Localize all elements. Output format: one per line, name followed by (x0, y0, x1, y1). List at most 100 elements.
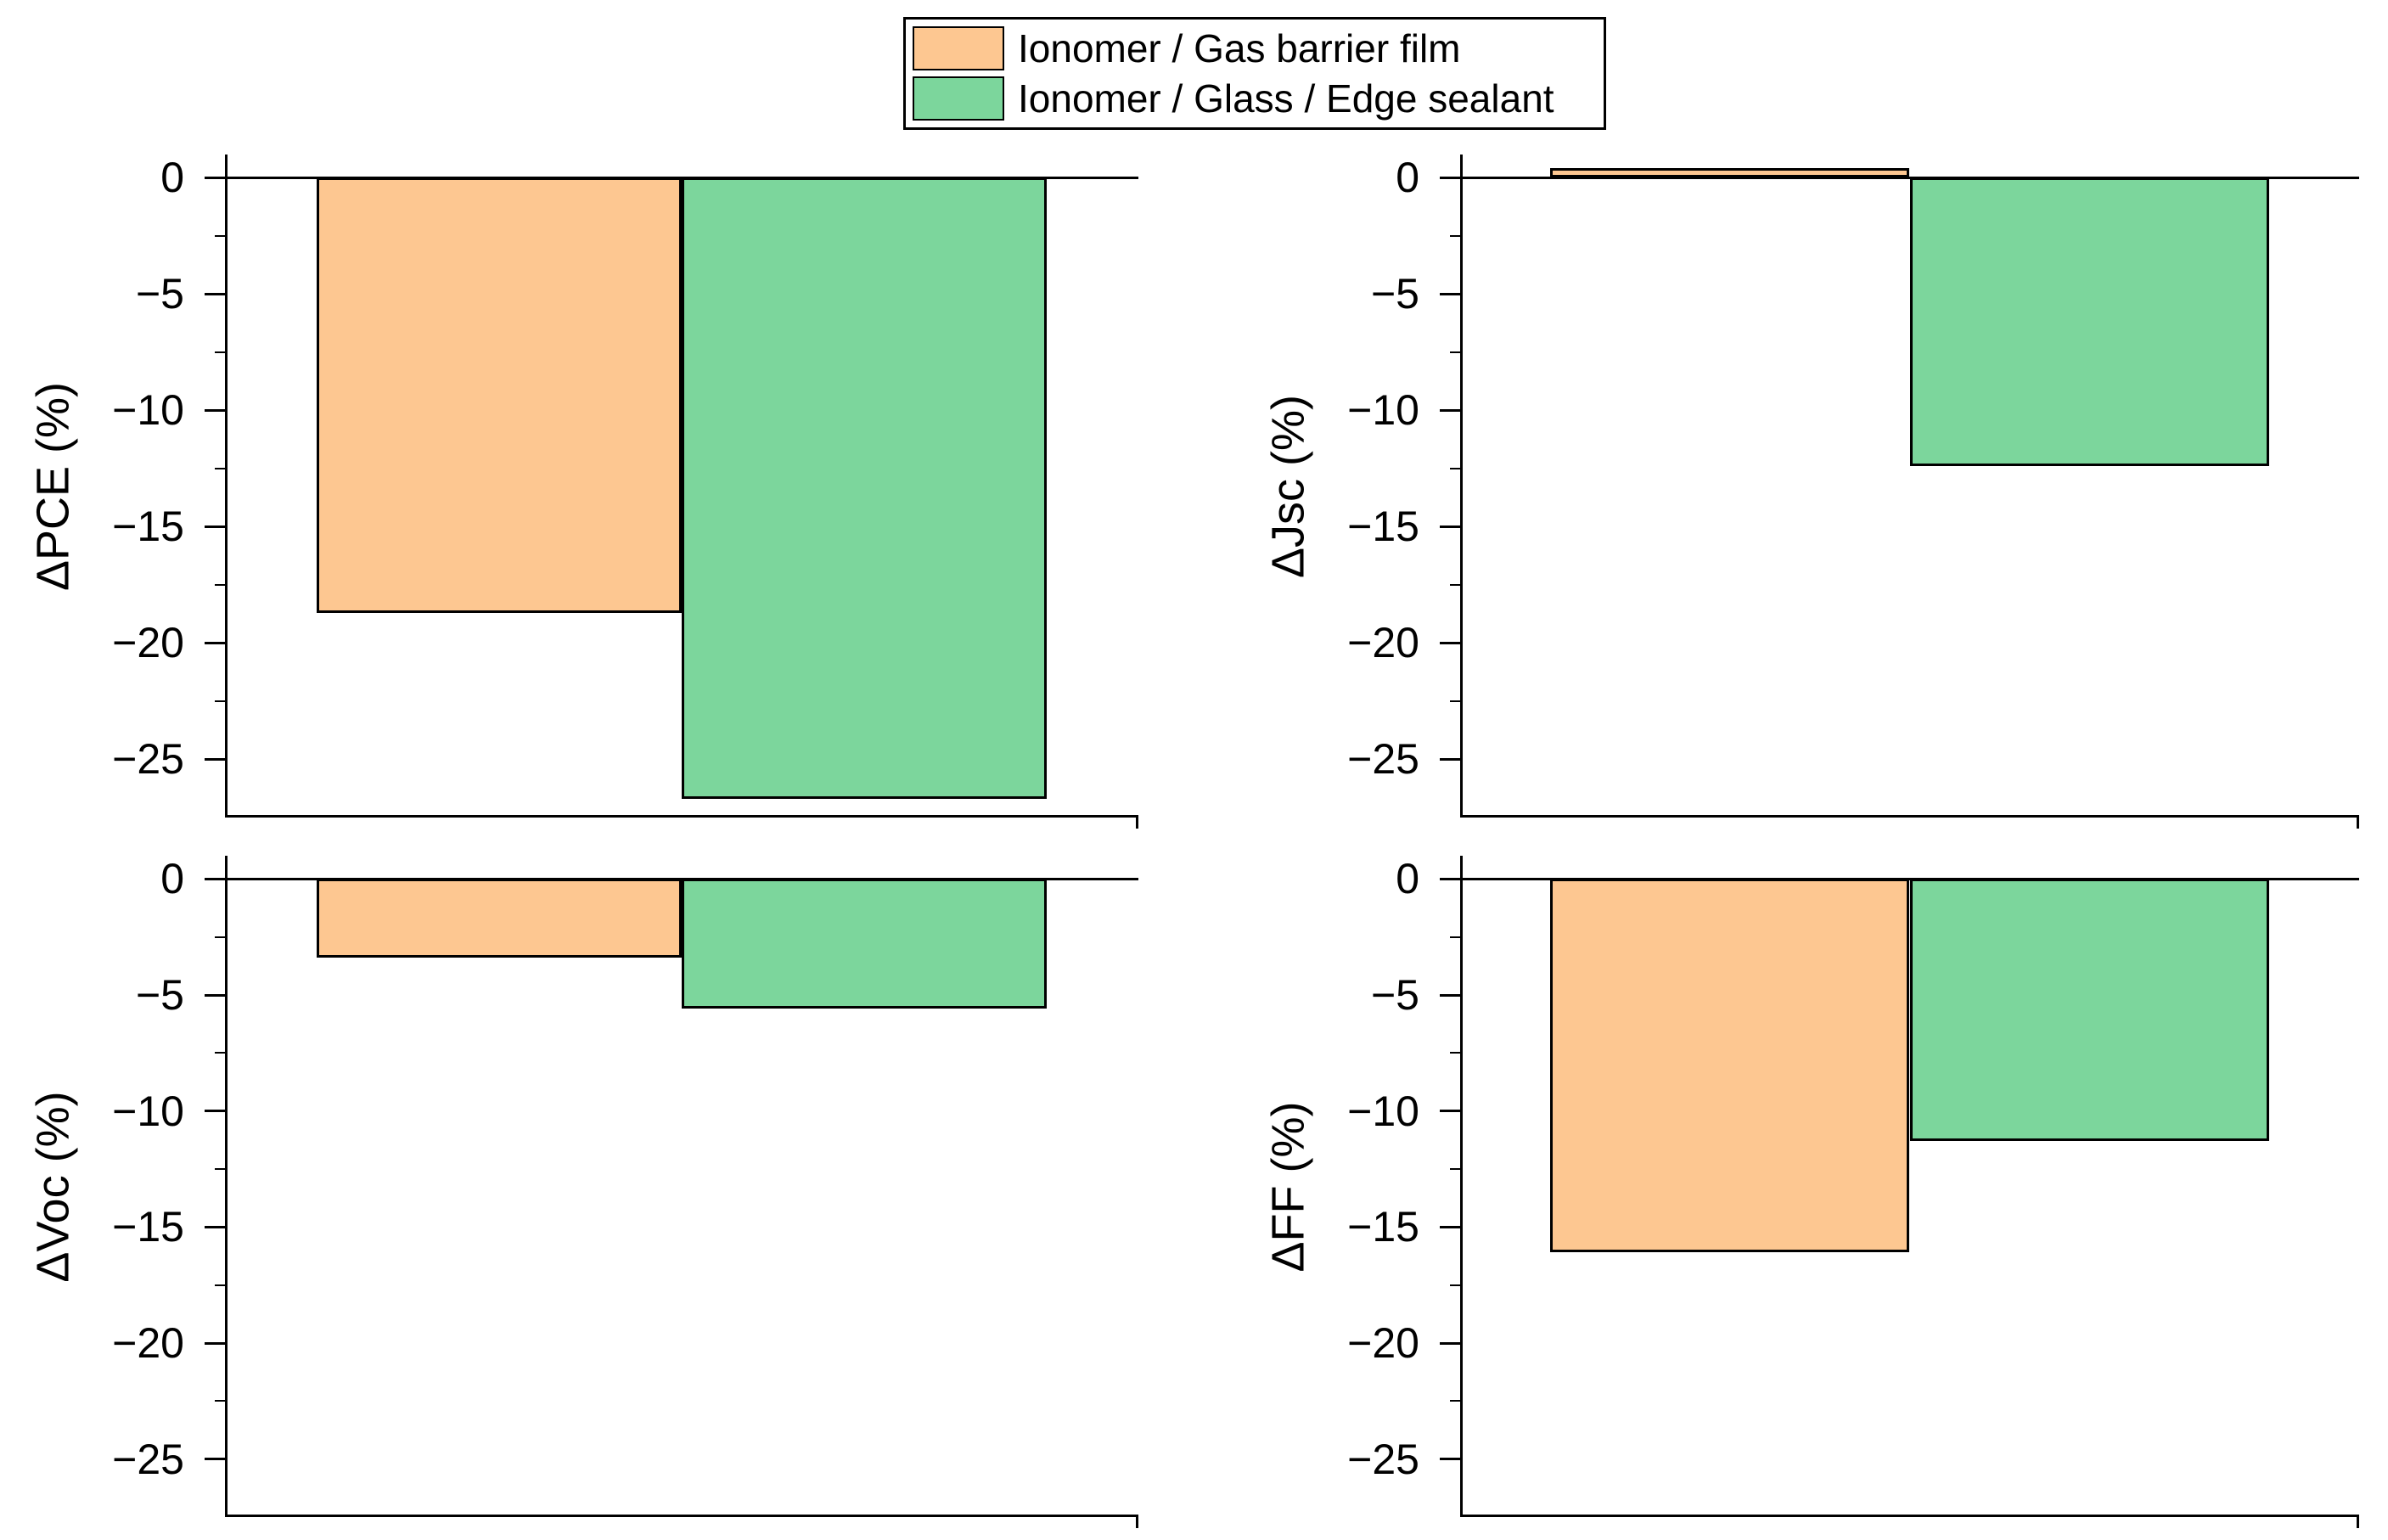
y-major-tick (205, 1225, 225, 1228)
panel-delta-pce: 0 −5 −10 −15 −20 −25 ΔPCE (%) (27, 154, 1138, 829)
y-major-tick (1440, 1341, 1460, 1345)
panel-delta-jsc: 0 −5 −10 −15 −20 −25 ΔJsc (%) (1262, 154, 2359, 829)
x-axis-end-tick (2357, 1517, 2359, 1528)
bar-ionomer-gas-barrier-film (316, 879, 682, 958)
y-major-tick (205, 1458, 225, 1461)
y-tick-label: −15 (1347, 1203, 1419, 1251)
y-major-tick (205, 877, 225, 880)
y-minor-tick (215, 700, 225, 702)
y-major-tick (205, 641, 225, 644)
y-major-tick (205, 176, 225, 179)
y-tick-label: −10 (112, 386, 184, 435)
y-minor-tick (1450, 1168, 1460, 1170)
y-major-tick (1440, 877, 1460, 880)
bar-ionomer-glass-edge-sealant (1909, 879, 2270, 1142)
y-major-tick (205, 993, 225, 997)
y-major-tick (1440, 641, 1460, 644)
y-major-tick (1440, 757, 1460, 761)
y-tick-label: −5 (135, 971, 184, 1019)
bar-ionomer-gas-barrier-film (1549, 879, 1910, 1253)
legend-swatch-ionomer-glass-edge-sealant (913, 76, 1004, 121)
y-tick-label: −20 (1347, 1319, 1419, 1367)
y-minor-tick (215, 234, 225, 237)
y-minor-tick (1450, 936, 1460, 938)
y-major-tick (1440, 176, 1460, 179)
y-tick-label: −10 (112, 1087, 184, 1135)
y-major-tick (205, 292, 225, 295)
zero-axis-line (225, 176, 1138, 179)
y-major-tick (1440, 525, 1460, 528)
y-major-tick (205, 1341, 225, 1345)
y-tick-label: −25 (112, 735, 184, 784)
plot-area (1460, 155, 2359, 818)
y-major-tick (205, 757, 225, 761)
x-axis-end-tick (1136, 818, 1138, 829)
legend-swatch-ionomer-gas-barrier-film (913, 26, 1004, 70)
y-minor-tick (215, 1168, 225, 1170)
y-minor-tick (215, 583, 225, 586)
zero-axis-line (1460, 176, 2359, 179)
y-tick-label: −5 (135, 270, 184, 318)
y-minor-tick (215, 351, 225, 353)
legend-row: Ionomer / Glass / Edge sealant (913, 76, 1604, 121)
y-minor-tick (215, 936, 225, 938)
y-major-tick (1440, 1458, 1460, 1461)
panel-delta-voc: 0 −5 −10 −15 −20 −25 ΔVoc (%) (27, 855, 1138, 1528)
y-axis-label: ΔPCE (%) (27, 381, 78, 591)
y-minor-tick (1450, 1400, 1460, 1402)
y-major-tick (1440, 1110, 1460, 1113)
legend-label: Ionomer / Gas barrier film (1018, 26, 1461, 70)
y-major-tick (205, 525, 225, 528)
bar-ionomer-gas-barrier-film (316, 177, 682, 613)
y-tick-label: −15 (112, 1203, 184, 1251)
zero-axis-line (225, 877, 1138, 880)
y-tick-label: −15 (112, 503, 184, 551)
y-major-tick (1440, 993, 1460, 997)
y-tick-label: −10 (1347, 1087, 1419, 1135)
y-minor-tick (1450, 700, 1460, 702)
y-tick-label: −25 (1347, 1435, 1419, 1483)
y-axis-label: ΔJsc (%) (1262, 394, 1313, 578)
y-axis-label: ΔVoc (%) (27, 1090, 78, 1283)
y-tick-label: −25 (1347, 735, 1419, 784)
y-minor-tick (1450, 583, 1460, 586)
y-tick-label: −20 (1347, 619, 1419, 667)
plot-area (225, 856, 1138, 1517)
zero-axis-line (1460, 877, 2359, 880)
y-minor-tick (1450, 1052, 1460, 1054)
plot-area (225, 155, 1138, 818)
y-minor-tick (215, 1052, 225, 1054)
plot-area (1460, 856, 2359, 1517)
y-minor-tick (215, 1400, 225, 1402)
y-major-tick (205, 1110, 225, 1113)
y-tick-label: −15 (1347, 503, 1419, 551)
bar-ionomer-glass-edge-sealant (682, 879, 1048, 1009)
y-tick-label: 0 (160, 855, 184, 903)
y-tick-label: −10 (1347, 386, 1419, 435)
y-minor-tick (1450, 1284, 1460, 1286)
y-major-tick (1440, 1225, 1460, 1228)
y-axis-label: ΔFF (%) (1262, 1100, 1313, 1273)
panel-delta-ff: 0 −5 −10 −15 −20 −25 ΔFF (%) (1262, 855, 2359, 1528)
y-tick-label: 0 (160, 154, 184, 202)
y-major-tick (205, 408, 225, 412)
y-minor-tick (215, 467, 225, 469)
y-minor-tick (1450, 234, 1460, 237)
x-axis-end-tick (2357, 818, 2359, 829)
legend-row: Ionomer / Gas barrier film (913, 25, 1604, 71)
y-minor-tick (1450, 351, 1460, 353)
y-tick-label: 0 (1396, 855, 1419, 903)
y-tick-label: −5 (1370, 971, 1419, 1019)
legend-label: Ionomer / Glass / Edge sealant (1018, 76, 1554, 121)
y-tick-label: −5 (1370, 270, 1419, 318)
x-axis-end-tick (1136, 1517, 1138, 1528)
y-major-tick (1440, 292, 1460, 295)
bar-ionomer-glass-edge-sealant (682, 177, 1048, 800)
y-tick-label: 0 (1396, 154, 1419, 202)
y-tick-label: −20 (112, 1319, 184, 1367)
y-minor-tick (1450, 467, 1460, 469)
y-minor-tick (215, 1284, 225, 1286)
bar-ionomer-glass-edge-sealant (1909, 177, 2270, 467)
y-major-tick (1440, 408, 1460, 412)
y-tick-label: −25 (112, 1435, 184, 1483)
